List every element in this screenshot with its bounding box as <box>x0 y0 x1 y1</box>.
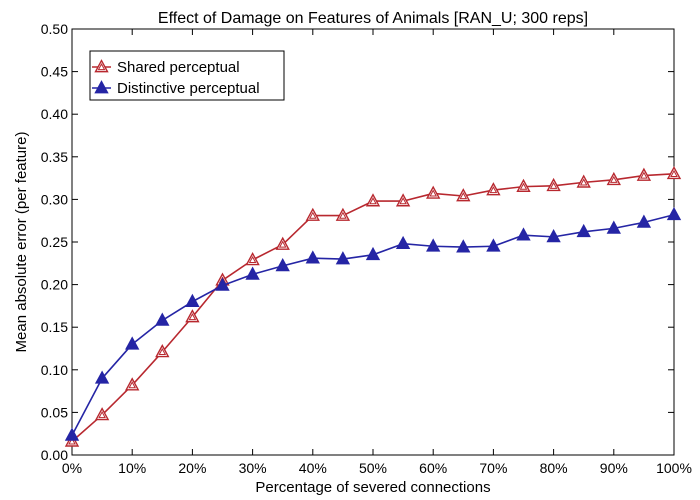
legend: Shared perceptual Distinctive perceptual <box>89 50 285 101</box>
shared-perceptual-point-inner <box>128 381 137 389</box>
x-tick-label: 50% <box>359 460 387 476</box>
y-tick-label: 0.45 <box>41 64 68 80</box>
legend-marker-inner <box>97 63 106 71</box>
legend-label: Distinctive perceptual <box>117 80 260 97</box>
series-0 <box>64 165 682 447</box>
distinctive-perceptual-point <box>125 336 140 350</box>
distinctive-perceptual-point <box>64 427 80 441</box>
shared-perceptual-point-inner <box>98 411 106 419</box>
shared-perceptual-point-inner <box>158 347 167 356</box>
series-layer <box>64 165 682 447</box>
distinctive-perceptual-point <box>215 277 230 291</box>
shared-perceptual-point-inner <box>549 181 558 189</box>
shared-perceptual-point-inner <box>429 189 438 197</box>
distinctive-perceptual-point <box>395 235 411 250</box>
x-tick-label: 100% <box>656 460 692 476</box>
x-tick-label: 20% <box>178 460 206 476</box>
y-tick-label: 0.25 <box>41 234 68 250</box>
shared-perceptual-point-inner <box>248 255 257 264</box>
y-tick-label: 0.20 <box>41 277 68 293</box>
distinctive-perceptual-point <box>516 227 531 241</box>
x-tick-label: 70% <box>479 460 507 476</box>
distinctive-perceptual-point <box>185 293 200 307</box>
distinctive-perceptual-point <box>546 229 561 243</box>
x-tick-label: 40% <box>299 460 327 476</box>
shared-perceptual-point-inner <box>68 437 76 445</box>
shared-perceptual-point-inner <box>399 197 407 205</box>
distinctive-perceptual-point <box>275 257 290 272</box>
distinctive-perceptual-point <box>576 223 591 238</box>
shared-perceptual-point-inner <box>459 192 468 200</box>
distinctive-perceptual-point <box>155 312 170 326</box>
legend-marker <box>94 80 109 94</box>
chart-title: Effect of Damage on Features of Animals … <box>158 10 588 27</box>
x-tick-label: 60% <box>419 460 447 476</box>
y-tick-label: 0.00 <box>41 447 68 463</box>
y-tick-label: 0.50 <box>41 21 68 37</box>
legend-box <box>89 50 285 101</box>
shared-perceptual-point-inner <box>579 178 588 186</box>
shared-perceptual-point-inner <box>308 211 317 219</box>
shared-perceptual-point-inner <box>640 171 648 179</box>
shared-perceptual-point-inner <box>369 197 377 205</box>
shared-perceptual-point-inner <box>609 175 618 183</box>
y-tick-label: 0.40 <box>41 106 68 122</box>
distinctive-perceptual-point <box>305 250 320 264</box>
distinctive-perceptual-point <box>365 246 381 261</box>
distinctive-perceptual-point <box>666 206 682 221</box>
shared-perceptual-point-inner <box>188 313 197 321</box>
axes: 0.00 0.05 0.10 0.15 0.20 0.25 0.30 0.35 0.40 0.45… <box>41 21 692 476</box>
x-tick-label: 10% <box>118 460 146 476</box>
shared-perceptual-point-inner <box>489 186 498 194</box>
distinctive-perceptual-point <box>335 251 351 265</box>
y-tick-label: 0.15 <box>41 319 68 335</box>
distinctive-perceptual-point <box>426 238 441 252</box>
x-tick-label: 30% <box>239 460 267 476</box>
x-tick-label: 80% <box>540 460 568 476</box>
shared-perceptual-line <box>71 173 675 443</box>
distinctive-perceptual-point <box>606 220 621 234</box>
distinctive-perceptual-point <box>456 239 471 253</box>
distinctive-perceptual-point <box>245 266 260 280</box>
shared-perceptual-point-inner <box>339 211 347 219</box>
shared-perceptual-point-inner <box>278 240 287 248</box>
series-1 <box>64 206 682 441</box>
y-axis-label: Mean absolute error (per feature) <box>13 132 30 353</box>
y-tick-label: 0.05 <box>41 404 68 420</box>
distinctive-perceptual-point <box>636 214 652 228</box>
y-tick-label: 0.35 <box>41 149 68 165</box>
shared-perceptual-point-inner <box>670 169 678 177</box>
distinctive-perceptual-point <box>486 238 501 252</box>
y-tick-label: 0.30 <box>41 191 68 207</box>
x-tick-label: 90% <box>600 460 628 476</box>
shared-perceptual-point-inner <box>519 182 528 190</box>
distinctive-perceptual-point <box>94 370 110 384</box>
x-axis-label: Percentage of severed connections <box>255 479 490 496</box>
legend-label: Shared perceptual <box>117 59 240 76</box>
y-tick-label: 0.10 <box>41 362 68 378</box>
x-tick-label: 0% <box>62 460 82 476</box>
